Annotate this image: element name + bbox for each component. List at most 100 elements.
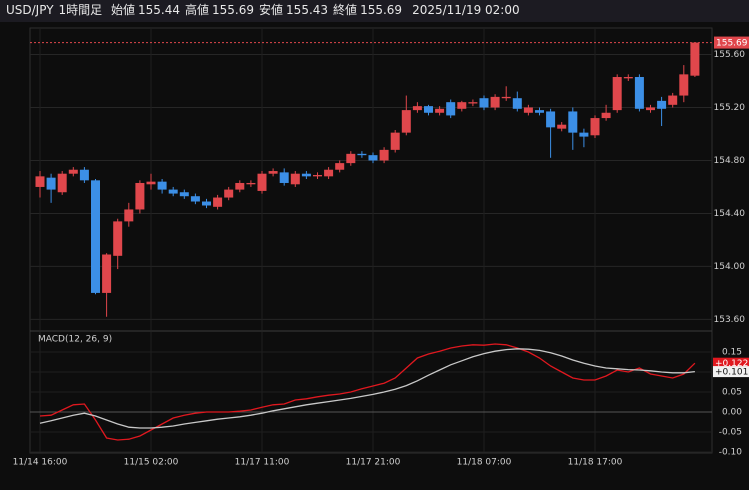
candle-body	[146, 181, 156, 185]
x-tick-label: 11/17 11:00	[235, 458, 290, 468]
candle-body	[46, 177, 56, 190]
field-label: 始値	[111, 3, 136, 17]
y-tick-label: 0.15	[722, 348, 742, 358]
candle-body	[357, 153, 367, 156]
candle-body	[57, 173, 67, 193]
candle-body	[368, 155, 378, 161]
x-tick-label: 11/17 21:00	[346, 458, 401, 468]
candle-body	[479, 98, 489, 108]
x-tick-label: 11/18 07:00	[457, 458, 512, 468]
candle-body	[401, 110, 411, 133]
candle-body	[379, 149, 389, 161]
candle-body	[268, 171, 278, 174]
datetime: 2025/11/19 02:00	[412, 3, 520, 17]
field-value: 155.43	[286, 3, 329, 17]
header: USD/JPY 1時間足 始値 155.44 高値 155.69 安値 155.43 終値 15…	[0, 0, 749, 22]
candle-body	[623, 77, 633, 79]
candle-body	[157, 181, 167, 190]
field-value: 155.69	[212, 3, 255, 17]
candle-body	[313, 175, 322, 177]
candle-body	[257, 173, 267, 191]
candle-body	[535, 110, 544, 113]
candle-body	[346, 153, 356, 164]
macd-line	[39, 343, 696, 441]
candle-body	[601, 112, 611, 119]
candle-body	[324, 169, 334, 177]
value-label: +0.122	[715, 359, 748, 369]
candle-body	[512, 98, 522, 109]
candle-body	[634, 77, 644, 109]
candle-body	[446, 102, 456, 116]
candle-body	[590, 118, 600, 136]
y-tick-label: 154.80	[714, 156, 746, 166]
candle-body	[235, 182, 245, 190]
field-label: 高値	[185, 3, 210, 17]
last-price-label: 155.69	[716, 39, 748, 49]
y-tick-label: -0.10	[719, 448, 743, 458]
candle-body	[668, 95, 678, 105]
y-tick-label: 0.05	[722, 388, 742, 398]
candle-body	[457, 102, 467, 109]
symbol: USD/JPY	[6, 3, 54, 17]
candle-body	[135, 182, 145, 210]
candle-body	[390, 132, 400, 150]
candle-body	[657, 100, 667, 109]
candle-body	[557, 124, 567, 129]
candle-body	[335, 163, 345, 170]
y-tick-label: 155.20	[714, 103, 746, 113]
candle-body	[679, 74, 689, 96]
candle-body	[190, 196, 200, 202]
candle-body	[68, 169, 78, 174]
field-value: 155.44	[138, 3, 181, 17]
candle-body	[612, 77, 622, 111]
candle-body	[79, 169, 89, 181]
candle-body	[490, 96, 500, 108]
plot-frame	[29, 27, 713, 454]
value-label-box	[713, 366, 749, 378]
field-value: 155.69	[360, 3, 403, 17]
value-label: +0.101	[715, 368, 748, 378]
candle-body	[35, 176, 45, 187]
macd-line	[39, 348, 695, 429]
candle-body	[579, 132, 589, 137]
candle-body	[224, 189, 234, 198]
y-tick-label: 154.40	[714, 209, 746, 219]
interval: 1時間足	[58, 3, 103, 17]
candle-body	[179, 192, 189, 197]
candle-body	[290, 173, 300, 185]
candle-body	[435, 108, 445, 113]
y-tick-label: 0.00	[722, 408, 742, 418]
last-price-box	[714, 36, 749, 49]
candle-body	[246, 182, 256, 185]
candle-body	[424, 106, 433, 113]
candle-body	[301, 173, 311, 177]
x-tick-label: 11/14 16:00	[13, 458, 68, 468]
candle-body	[501, 96, 511, 99]
x-tick-label: 11/15 02:00	[124, 458, 179, 468]
candle-body	[546, 111, 556, 128]
candle-body	[168, 189, 178, 194]
y-tick-label: 155.60	[714, 50, 746, 60]
candle-body	[113, 221, 123, 256]
candle-body	[690, 42, 700, 76]
candle-body	[412, 106, 422, 111]
candle-body	[279, 172, 289, 183]
y-tick-label: 154.00	[714, 262, 746, 272]
value-label-box	[713, 357, 749, 369]
candle-body	[646, 107, 655, 111]
candle-body	[124, 209, 134, 222]
candle-body	[213, 197, 223, 207]
candle-body	[468, 102, 478, 104]
candle-body	[523, 107, 533, 113]
candle-body	[202, 201, 211, 206]
candle-body	[102, 254, 112, 293]
y-tick-label: 153.60	[714, 315, 746, 325]
panel-title: MACD(12, 26, 9)	[38, 335, 112, 345]
field-label: 安値	[259, 3, 284, 17]
y-tick-label: -0.05	[719, 428, 742, 438]
candle-body	[91, 180, 100, 293]
x-tick-label: 11/18 17:00	[568, 458, 623, 468]
candle-body	[568, 111, 578, 133]
